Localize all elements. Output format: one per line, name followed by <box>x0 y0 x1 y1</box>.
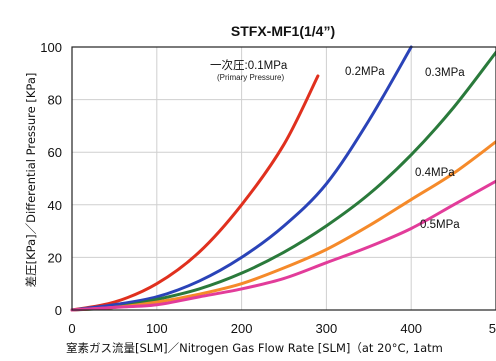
series-label-2: 0.3MPa <box>425 67 465 79</box>
x-tick-label: 50 <box>489 321 496 336</box>
x-tick-label: 200 <box>231 321 253 336</box>
y-tick-label: 20 <box>48 250 62 265</box>
x-tick-label: 0 <box>68 321 75 336</box>
series-label-0: 一次圧:0.1MPa <box>210 58 288 72</box>
series-line-1 <box>70 45 413 312</box>
y-tick-label: 80 <box>48 93 62 108</box>
series-line-4 <box>70 179 496 312</box>
series-line-2 <box>70 50 496 312</box>
y-tick-label: 100 <box>40 40 62 55</box>
chart-title: STFX-MF1(1/4”) <box>231 23 335 39</box>
y-tick-label: 60 <box>48 145 62 160</box>
x-tick-label: 400 <box>400 321 422 336</box>
x-tick-label: 100 <box>146 321 168 336</box>
series-label-3: 0.4MPa <box>415 167 455 179</box>
series-sublabel-0: (Primary Pressure) <box>217 73 284 82</box>
y-axis-label: 差圧[KPa]／Differential Pressure [KPa] <box>24 73 38 288</box>
series-label-1: 0.2MPa <box>345 66 385 78</box>
x-tick-label: 300 <box>316 321 338 336</box>
x-axis-label: 窒素ガス流量[SLM]／Nitrogen Gas Flow Rate [SLM]… <box>66 341 443 355</box>
series-lines <box>70 45 496 312</box>
series-line-0 <box>70 74 320 312</box>
series-line-3 <box>70 140 496 312</box>
tick-labels: 0 20 40 60 80 100 0 100 200 300 400 50 <box>40 40 496 336</box>
plot-frame <box>71 46 496 311</box>
series-label-4: 0.5MPa <box>420 219 460 231</box>
grid <box>72 47 496 310</box>
series-labels: 一次圧:0.1MPa(Primary Pressure) 0.2MPa 0.3MPa… <box>210 58 465 231</box>
y-tick-label: 0 <box>55 303 62 318</box>
y-tick-label: 40 <box>48 198 62 213</box>
